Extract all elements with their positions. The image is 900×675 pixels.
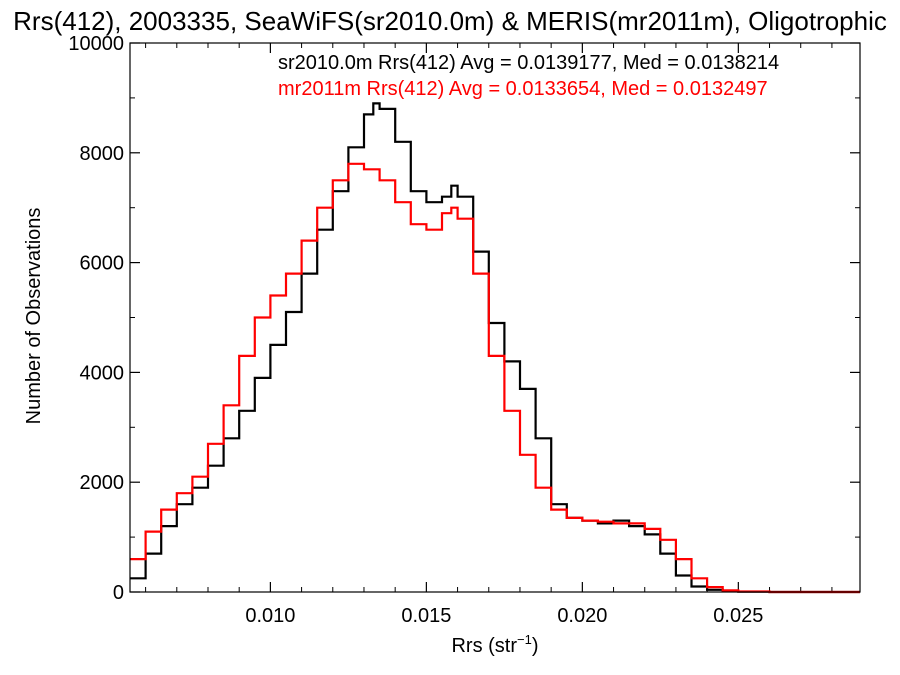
y-tick-label: 2000 xyxy=(80,472,125,494)
y-tick-label: 0 xyxy=(113,582,124,604)
x-axis-label-main: Rrs (str xyxy=(451,635,517,657)
y-axis-label: Number of Observations xyxy=(23,208,45,425)
y-tick-label: 10000 xyxy=(68,33,124,55)
x-axis-label: Rrs (str−1) xyxy=(451,632,538,657)
x-tick-label: 0.025 xyxy=(713,605,763,627)
series-layer xyxy=(130,102,860,594)
y-tick-label: 8000 xyxy=(80,143,125,165)
x-axis-label-sup: −1 xyxy=(517,632,532,647)
y-tick-label: 4000 xyxy=(80,362,125,384)
series-line-sr2010.0m xyxy=(130,102,860,594)
plot-frame xyxy=(129,42,861,593)
y-tick-label: 6000 xyxy=(80,253,125,275)
legend-entry-mr2011m: mr2011m Rrs(412) Avg = 0.0133654, Med = … xyxy=(278,78,768,100)
ticks-group: 0 2000 4000 6000 8000 10000 0.010 0.015 0.020 0.0… xyxy=(68,33,860,627)
legend-entry-sr2010: sr2010.0m Rrs(412) Avg = 0.0139177, Med … xyxy=(278,52,779,74)
x-tick-label: 0.010 xyxy=(245,605,295,627)
x-tick-label: 0.015 xyxy=(401,605,451,627)
x-axis-label-end: ) xyxy=(532,635,539,657)
x-tick-label: 0.020 xyxy=(557,605,607,627)
series-line-mr2011m xyxy=(130,162,860,594)
chart-title: Rrs(412), 2003335, SeaWiFS(sr2010.0m) & … xyxy=(13,6,887,36)
